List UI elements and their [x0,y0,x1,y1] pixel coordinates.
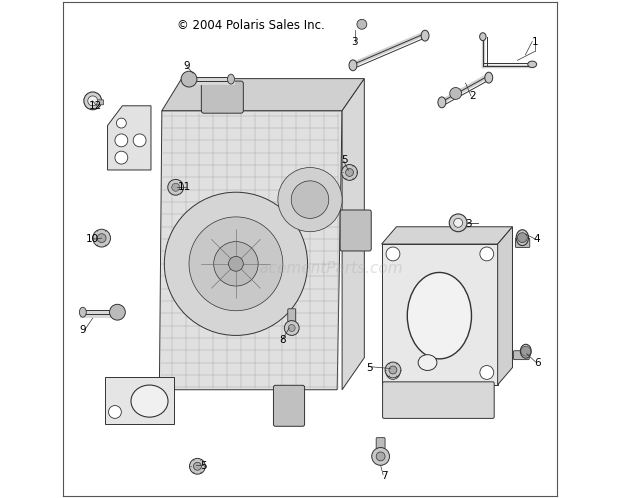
Circle shape [193,462,202,470]
Circle shape [93,229,110,247]
Polygon shape [342,79,365,390]
Circle shape [450,214,467,232]
Polygon shape [107,106,151,170]
Circle shape [110,304,125,320]
FancyBboxPatch shape [94,100,104,105]
Text: 5: 5 [341,155,348,165]
Text: 3: 3 [465,219,471,229]
Ellipse shape [480,33,486,41]
Text: 8: 8 [280,335,286,345]
Circle shape [342,164,357,180]
Circle shape [168,179,184,195]
Polygon shape [498,227,513,385]
Circle shape [229,256,243,271]
FancyBboxPatch shape [288,309,296,322]
Ellipse shape [185,74,192,84]
FancyBboxPatch shape [376,438,385,449]
Ellipse shape [520,344,531,358]
FancyBboxPatch shape [202,81,243,113]
Circle shape [480,366,494,379]
Circle shape [164,192,308,336]
Text: 7: 7 [381,471,388,481]
Text: eReplacementParts.com: eReplacementParts.com [216,261,404,276]
Circle shape [518,233,527,243]
Text: 2: 2 [470,91,476,101]
Ellipse shape [418,355,437,371]
Text: © 2004 Polaris Sales Inc.: © 2004 Polaris Sales Inc. [177,19,325,32]
Circle shape [278,167,342,232]
Circle shape [285,321,299,336]
Circle shape [521,346,531,356]
Text: 11: 11 [177,182,191,192]
Circle shape [386,366,400,379]
Circle shape [389,366,397,374]
Circle shape [133,134,146,147]
FancyBboxPatch shape [340,210,371,251]
Text: 1: 1 [531,36,538,47]
Ellipse shape [421,30,429,41]
Circle shape [214,242,258,286]
Circle shape [454,219,463,227]
FancyBboxPatch shape [515,238,529,248]
Ellipse shape [114,307,121,317]
Circle shape [385,362,401,378]
Text: 5: 5 [200,461,207,471]
Ellipse shape [438,97,446,108]
Circle shape [97,234,106,243]
Circle shape [357,19,367,29]
Circle shape [288,325,295,332]
Circle shape [108,405,122,418]
Circle shape [172,183,180,191]
FancyBboxPatch shape [513,351,529,360]
Text: 10: 10 [86,234,99,244]
Circle shape [291,181,329,219]
Ellipse shape [485,72,493,83]
Circle shape [450,88,462,100]
Polygon shape [381,244,498,385]
Text: 9: 9 [79,326,86,336]
Polygon shape [105,377,174,424]
Text: 12: 12 [89,101,102,111]
Ellipse shape [228,74,234,84]
Polygon shape [162,79,365,111]
Circle shape [117,118,126,128]
Polygon shape [381,227,513,244]
Circle shape [189,217,283,311]
Ellipse shape [516,230,528,246]
Circle shape [480,247,494,261]
Circle shape [190,458,205,474]
Ellipse shape [528,61,537,68]
Ellipse shape [131,385,168,417]
FancyBboxPatch shape [383,382,494,418]
Text: 5: 5 [366,363,373,373]
Circle shape [372,448,389,465]
Circle shape [181,71,197,87]
Circle shape [386,247,400,261]
Text: 9: 9 [184,61,190,71]
Polygon shape [159,111,342,390]
Circle shape [376,452,385,461]
Ellipse shape [349,60,357,71]
Circle shape [115,134,128,147]
Circle shape [115,151,128,164]
Text: 4: 4 [534,234,541,244]
Ellipse shape [79,307,86,317]
Circle shape [84,92,102,110]
Text: 3: 3 [351,36,358,47]
Circle shape [88,96,98,106]
Circle shape [345,168,353,176]
Ellipse shape [407,272,471,359]
FancyBboxPatch shape [273,385,304,426]
Text: 6: 6 [534,358,541,368]
